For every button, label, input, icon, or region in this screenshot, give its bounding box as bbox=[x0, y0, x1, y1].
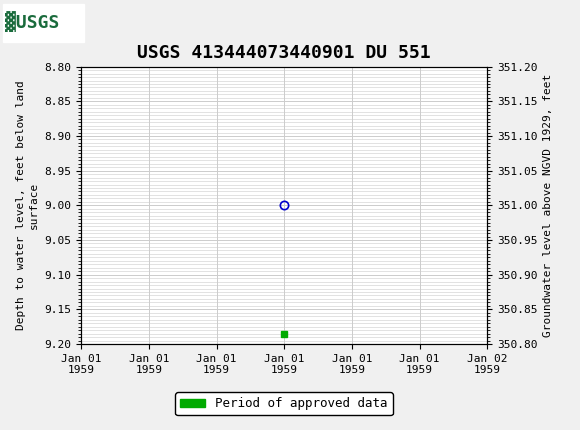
Legend: Period of approved data: Period of approved data bbox=[175, 393, 393, 415]
Y-axis label: Groundwater level above NGVD 1929, feet: Groundwater level above NGVD 1929, feet bbox=[543, 74, 553, 337]
Title: USGS 413444073440901 DU 551: USGS 413444073440901 DU 551 bbox=[137, 44, 431, 62]
Y-axis label: Depth to water level, feet below land
surface: Depth to water level, feet below land su… bbox=[16, 80, 39, 330]
FancyBboxPatch shape bbox=[3, 3, 84, 42]
Text: ▓USGS: ▓USGS bbox=[5, 11, 59, 32]
